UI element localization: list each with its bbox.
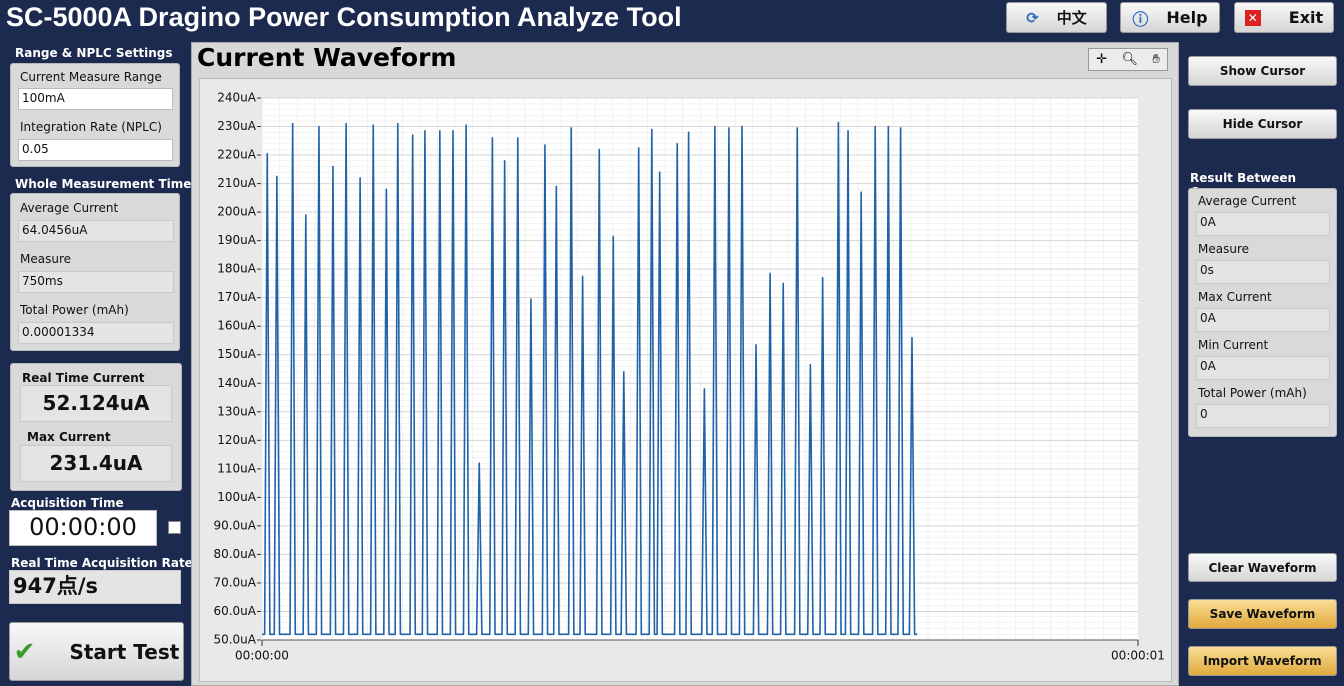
acquisition-rate: 947点/s [9,570,181,604]
field-label: Current Measure Range [20,70,162,84]
real-time-current: 52.124uA [20,385,172,422]
cursor-tool[interactable]: ✛ [1096,52,1108,67]
y-tick-label: 210uA [217,176,257,190]
app-title: SC-5000A Dragino Power Consumption Analy… [6,2,682,32]
field-label: Average Current [20,201,119,215]
y-tick-label: 240uA [217,91,257,105]
field-label: Average Current [1198,194,1297,208]
y-tick-label: 80.0uA [213,547,256,561]
group-title: Range & NPLC Settings [15,46,173,60]
field-value: 0A [1196,308,1330,332]
range-box: Current Measure Range 100mA Integration … [10,63,180,167]
checkbox[interactable] [168,521,181,534]
save-waveform-button[interactable]: Save Waveform [1188,599,1337,629]
y-tick-label: 120uA [217,433,257,447]
hide-cursor-button[interactable]: Hide Cursor [1188,109,1337,139]
field-label: Total Power (mAh) [1198,386,1307,400]
field-value: 64.0456uA [18,220,174,242]
y-tick-label: 90.0uA [213,518,256,532]
waveform-chart: 240uA 230uA 220uA 210uA 200uA 190uA 180uA 170uA… [213,91,1165,663]
y-tick-label: 140uA [217,376,257,390]
help-button[interactable]: ⓘ Help [1120,2,1220,33]
current-box: Real Time Current 52.124uA Max Current 2… [10,363,182,491]
y-tick-label: 60.0uA [213,604,256,618]
field-value: 0s [1196,260,1330,284]
waveform-line [262,121,918,636]
zoom-tool[interactable]: 🔍︎ [1121,52,1138,67]
field-label: Max Current [1198,290,1272,304]
language-button[interactable]: ⟳ 中文 [1006,2,1107,33]
y-tick-label: 100uA [217,490,257,504]
results-box: Average Current 0A Measure 0s Max Current 0A M… [1188,188,1337,437]
field-value: 0.00001334 [18,322,174,344]
field-value: 0A [1196,356,1330,380]
graph-toolbar: ✛ 🔍︎ ✋︎ [1088,48,1168,71]
field-label: Real Time Current [22,371,145,385]
y-tick-label: 230uA [217,119,257,133]
minor-grid [262,98,1138,640]
field-label: Measure [20,252,71,266]
field-label: Acquisition Time [11,496,124,510]
field-label: Total Power (mAh) [20,303,129,317]
field-value: 0A [1196,212,1330,236]
y-tick-label: 190uA [217,233,257,247]
y-tick-label: 150uA [217,347,257,361]
button-label: Help [1166,8,1208,27]
measurement-box: Average Current 64.0456uA Measure 750ms … [10,193,180,351]
range-input[interactable]: 100mA [18,88,173,110]
nplc-input[interactable]: 0.05 [18,139,173,161]
chart-title: Current Waveform [197,43,457,72]
import-waveform-button[interactable]: Import Waveform [1188,646,1337,676]
button-label: Exit [1288,8,1324,27]
field-value: 750ms [18,271,174,293]
y-tick-label: 220uA [217,148,257,162]
max-current: 231.4uA [20,445,172,482]
title-bar: SC-5000A Dragino Power Consumption Analy… [0,0,1344,40]
y-tick-label: 130uA [217,404,257,418]
field-value: 0 [1196,404,1330,428]
start-test-button[interactable]: ✔ Start Test [9,622,184,681]
field-label: Real Time Acquisition Rate [11,556,193,570]
y-tick-label: 170uA [217,290,257,304]
y-tick-label: 180uA [217,262,257,276]
button-label: 中文 [1056,9,1087,27]
field-label: Max Current [27,430,111,444]
x-tick-label: 00:00:00 [235,649,289,663]
y-tick-label: 160uA [217,319,257,333]
y-tick-label: 70.0uA [213,575,256,589]
acquisition-time: 00:00:00 [9,510,157,546]
clear-waveform-button[interactable]: Clear Waveform [1188,553,1337,582]
show-cursor-button[interactable]: Show Cursor [1188,56,1337,86]
field-label: Min Current [1198,338,1269,352]
field-label: Integration Rate (NPLC) [20,120,162,134]
exit-button[interactable]: ✕ Exit [1234,2,1334,33]
field-label: Measure [1198,242,1249,256]
group-title: Whole Measurement Time [15,177,192,191]
x-tick-label: 00:00:01 [1111,649,1165,663]
y-tick-label: 200uA [217,205,257,219]
y-tick-label: 110uA [217,461,257,475]
y-tick-label: 50.0uA [213,633,256,647]
pan-tool[interactable]: ✋︎ [1152,52,1160,67]
button-label: Start Test [69,639,180,664]
